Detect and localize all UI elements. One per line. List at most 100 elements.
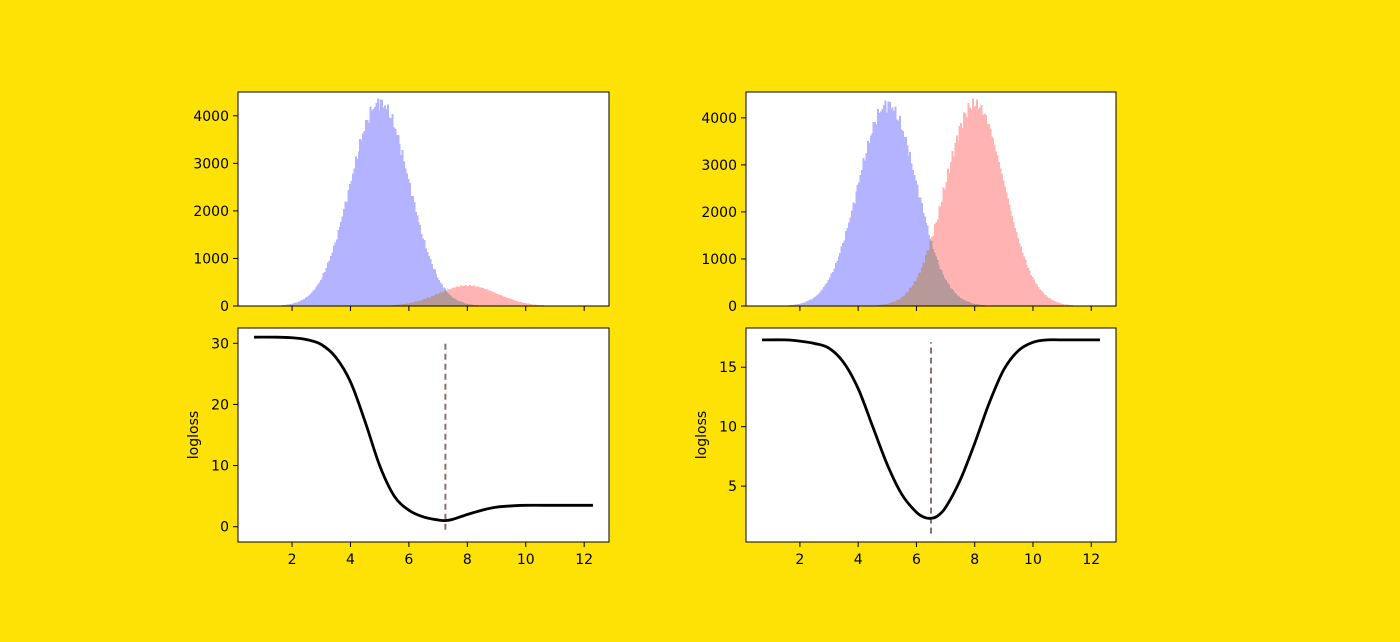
histogram-bar-blue — [859, 175, 862, 306]
histogram-bar-blue — [858, 182, 861, 306]
histogram-bar-overlap — [958, 296, 961, 306]
histogram-bar-blue — [435, 274, 438, 294]
histogram-bar-overlap — [435, 293, 438, 306]
histogram-bar-blue — [900, 129, 903, 298]
panel-bottom-left: 2 4 6 8 10 12 0 10 20 30 logloss — [186, 327, 610, 568]
histogram-bar-overlap — [401, 304, 404, 306]
histogram-bar-red — [938, 206, 941, 265]
histogram-bar-red — [1012, 221, 1015, 306]
histogram-bar-red — [948, 173, 951, 285]
histogram-bar-overlap — [931, 240, 934, 306]
histogram-bar-red — [446, 289, 449, 293]
histogram-bar-overlap — [938, 264, 941, 306]
histogram-bar-blue — [389, 118, 392, 306]
histogram-bar-blue — [381, 99, 384, 306]
histogram-bar-blue — [877, 108, 880, 306]
histogram-bar-blue — [416, 215, 419, 302]
histogram-bar-blue — [327, 262, 330, 306]
histogram-bar-blue — [432, 268, 435, 296]
histogram-bar-overlap — [470, 304, 473, 306]
histogram-bar-red — [935, 222, 938, 257]
histogram-bar-red — [503, 296, 506, 306]
histogram-bar-red — [511, 299, 514, 306]
histogram-bar-red — [1015, 231, 1018, 306]
histogram-bar-red — [527, 303, 530, 306]
histogram-bar-blue — [906, 145, 909, 293]
histogram-bar-blue — [328, 260, 331, 306]
histogram-bar-red — [952, 156, 955, 291]
histogram-bar-blue — [861, 169, 864, 306]
histogram-bar-red — [1011, 215, 1014, 306]
histogram-bar-blue — [818, 292, 821, 306]
histogram-bar-blue — [833, 268, 836, 306]
histogram-bar-blue — [891, 107, 894, 303]
histogram-bar-overlap — [913, 281, 916, 306]
histogram-bar-red — [497, 294, 501, 306]
histogram-bar-blue — [286, 304, 289, 306]
histogram-bars — [255, 98, 575, 306]
histogram-bar-overlap — [933, 252, 936, 306]
histogram-bar-overlap — [457, 300, 460, 306]
y-tick-label: 30 — [211, 336, 229, 352]
histogram-bar-overlap — [942, 274, 945, 306]
histogram-bar-red — [1040, 290, 1043, 306]
histogram-bar-red — [512, 299, 515, 306]
histogram-bar-overlap — [439, 292, 442, 306]
histogram-bar-overlap — [446, 292, 449, 306]
histogram-bar-red — [505, 297, 508, 306]
histogram-bar-overlap — [408, 303, 411, 306]
histogram-bar-blue — [871, 132, 874, 306]
histogram-bar-blue — [397, 135, 400, 305]
histogram-bar-red — [537, 304, 540, 306]
histogram-bar-red — [977, 108, 980, 305]
histogram-bar-blue — [299, 301, 302, 306]
histogram-bar-red — [983, 113, 986, 306]
histogram-bar-blue — [335, 239, 338, 306]
histogram-bar-blue — [356, 159, 359, 306]
histogram-bar-blue — [373, 106, 376, 306]
histogram-bar-blue — [354, 156, 357, 306]
histogram-bar-red — [993, 144, 996, 306]
histogram-bar-blue — [426, 251, 429, 298]
histogram-bar-overlap — [452, 297, 455, 306]
histogram-bar-overlap — [395, 304, 398, 306]
histogram-bar-blue — [349, 183, 352, 306]
histogram-bar-overlap — [430, 295, 433, 306]
histogram-bar-blue — [353, 168, 356, 306]
histogram-bar-blue — [445, 290, 448, 291]
histogram-bar-red — [515, 301, 518, 306]
histogram-bar-blue — [340, 221, 343, 306]
histogram-bar-red — [992, 138, 995, 306]
panel-top-left: 0 1000 2000 3000 4000 — [193, 91, 610, 315]
histogram-bar-overlap — [906, 292, 909, 306]
panel-top-right: 0 1000 2000 3000 4000 — [701, 91, 1117, 315]
histogram-bar-blue — [914, 180, 918, 281]
histogram-bar-red — [449, 289, 452, 296]
histogram-bar-blue — [382, 107, 385, 306]
histogram-bar-blue — [794, 304, 797, 306]
histogram-bar-overlap — [884, 304, 887, 306]
histogram-bar-blue — [404, 168, 407, 304]
histogram-bar-red — [490, 291, 493, 306]
histogram-bar-overlap — [461, 302, 464, 306]
histogram-bar-blue — [306, 296, 309, 306]
histogram-bar-red — [535, 304, 539, 306]
histogram-bar-red — [957, 141, 960, 296]
y-tick-label: 4000 — [701, 111, 737, 127]
histogram-bar-red — [473, 285, 476, 305]
y-tick-label: 3000 — [701, 158, 737, 174]
histogram-bar-blue — [337, 230, 340, 306]
histogram-bar-red — [1048, 298, 1052, 306]
histogram-bar-red — [452, 287, 455, 298]
histogram-bar-red — [519, 302, 522, 306]
histogram-bar-blue — [378, 110, 381, 306]
histogram-bar-overlap — [954, 292, 957, 306]
histogram-bar-blue — [346, 202, 349, 306]
histogram-bar-overlap — [414, 301, 417, 306]
histogram-bar-red — [1003, 186, 1006, 306]
x-tick-label: 2 — [795, 552, 804, 568]
histogram-bar-blue — [366, 119, 369, 306]
histogram-bar-red — [979, 107, 982, 305]
histogram-bar-blue — [845, 230, 848, 306]
histogram-bar-blue — [872, 122, 875, 306]
